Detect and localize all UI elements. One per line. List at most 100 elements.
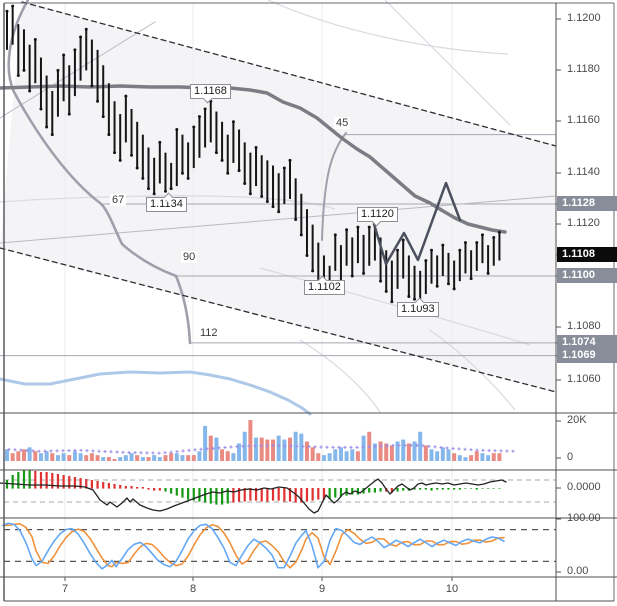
price-callout-1.1093[interactable]: 1.1093 [397,297,439,317]
price-bar-dot [130,153,134,157]
price-bar-dot [345,228,349,232]
price-bar-dot [480,233,484,237]
volume-bar [406,443,411,461]
volume-bar [333,449,338,461]
volume-bar [174,453,179,461]
volume-bar [435,451,440,461]
volume-bar [423,445,428,461]
price-bar-dot [248,192,252,196]
fan-label-112: 112 [198,327,220,339]
volume-bar [321,455,326,461]
volume-bar [440,447,445,461]
price-bar-dot [396,248,400,252]
volume-bar [21,449,26,461]
price-bar-dot [62,53,66,57]
price-bar-dot [135,166,139,170]
price-bar-dot [350,274,354,278]
price-bar-dot [84,27,88,31]
price-bar-dot [197,115,201,119]
fan-label-45: 45 [334,117,351,129]
price-bar-dot [424,259,428,263]
price-bar-dot [260,194,264,198]
fibonacci-arc-faint [0,195,336,210]
volume-bar [401,439,406,461]
price-bar-dot [107,133,111,137]
price-bar-dot [452,287,456,291]
volume-bar [350,449,355,461]
volume-bar [95,455,100,461]
volume-bar [55,455,60,461]
price-callout-1.1120[interactable]: 1.1120 [357,207,398,227]
price-callout-1.1102[interactable]: 1.1102 [304,275,345,295]
zigzag-line [372,181,462,266]
price-bar-dot [271,205,275,209]
price-axis-label: 0.0000 [567,481,601,493]
volume-bar [271,439,276,461]
price-bar-dot [430,248,433,252]
volume-bar [288,437,292,461]
price-callout-1.1134[interactable]: 1.1134 [146,192,187,212]
price-bar-dot [497,230,501,234]
volume-bar [497,453,502,461]
volume-bar [265,439,270,461]
volume-bar [129,453,134,461]
price-bar-dot [158,140,162,144]
volume-bar [491,453,496,461]
volume-bar [327,453,332,461]
price-axis-label: 1.1180 [567,63,600,75]
volume-bar [486,455,491,461]
trendline [0,195,557,244]
volume-bar [146,457,151,461]
price-bar-dot [39,107,43,111]
volume-bar [259,437,264,461]
price-bar-dot [311,269,315,273]
volume-bar [248,420,253,461]
volume-bar [299,433,304,461]
volume-bar [180,455,185,461]
price-bar-dot [486,271,490,275]
price-bar-dot [446,282,450,286]
price-axis-label: 1.1160 [567,114,600,126]
volume-bar [474,451,479,461]
volume-bar [191,455,196,461]
volume-bar [361,435,366,461]
volume-bar [429,449,434,461]
price-axis-label: 100.00 [567,512,601,524]
volume-bar [225,451,230,461]
price-bar-dot [186,176,190,180]
fibonacci-arc-faint [299,339,381,413]
volume-bar [310,447,315,461]
volume-bar [276,435,281,461]
volume-bar [208,435,213,461]
price-bar-dot [50,133,54,137]
price-badge-1.1100: 1.1100 [557,268,617,283]
price-bar-dot [435,284,439,288]
price-bar-dot [367,225,371,229]
price-badge-1.1128: 1.1128 [557,196,617,211]
price-axis-label: 1.1080 [567,320,601,332]
price-bar-dot [277,210,281,214]
volume-bar [338,447,343,461]
volume-bar [203,425,208,461]
price-bar-dot [441,243,445,247]
price-bar-dot [118,158,122,162]
price-bar-dot [79,35,83,39]
price-callout-1.1168[interactable]: 1.1168 [190,84,231,104]
volume-bar [220,449,225,461]
volume-bar [372,443,377,461]
volume-bar [452,453,457,461]
price-bar-dot [458,248,462,252]
oscillator-signal-line [0,478,507,514]
price-axis-label: 1.1140 [567,166,600,178]
price-bar-dot [305,253,309,257]
volume-bar [242,431,247,461]
price-bar-dot [141,176,145,180]
volume-bar [33,451,38,461]
volume-bar [231,453,236,461]
price-bar-dot [124,94,128,98]
price-bar-dot [237,169,241,173]
volume-bar [50,453,55,461]
price-bar-dot [254,146,258,149]
